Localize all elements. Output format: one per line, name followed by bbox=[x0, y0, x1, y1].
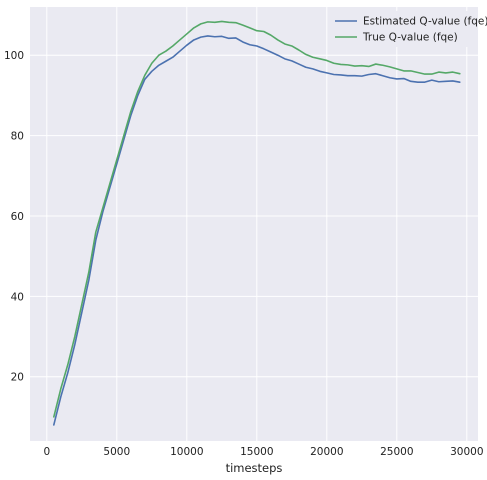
legend-label-true: True Q-value (fqe) bbox=[362, 32, 458, 44]
x-tick-label: 20000 bbox=[310, 446, 343, 458]
legend: Estimated Q-value (fqe) True Q-value (fq… bbox=[329, 11, 487, 47]
plot-area bbox=[30, 7, 478, 441]
tick-labels: 0 5000 10000 15000 20000 25000 30000 20 40 60 80 10… bbox=[4, 50, 484, 458]
y-tick-label: 20 bbox=[11, 372, 24, 384]
legend-label-estimated: Estimated Q-value (fqe) bbox=[363, 16, 487, 28]
y-tick-label: 100 bbox=[4, 50, 24, 62]
x-tick-label: 10000 bbox=[170, 446, 203, 458]
series-lines bbox=[52, 20, 461, 426]
x-tick-label: 0 bbox=[43, 446, 50, 458]
y-tick-label: 60 bbox=[11, 211, 24, 223]
y-tick-label: 80 bbox=[11, 131, 24, 143]
x-tick-label: 5000 bbox=[103, 446, 130, 458]
x-tick-label: 30000 bbox=[450, 446, 483, 458]
series-line-true bbox=[52, 20, 461, 418]
x-tick-label: 25000 bbox=[380, 446, 413, 458]
series-line-estimated bbox=[52, 35, 461, 426]
x-tick-label: 15000 bbox=[240, 446, 273, 458]
legend-box bbox=[329, 11, 473, 47]
x-axis-label: timesteps bbox=[226, 461, 283, 475]
y-tick-label: 40 bbox=[11, 291, 24, 303]
